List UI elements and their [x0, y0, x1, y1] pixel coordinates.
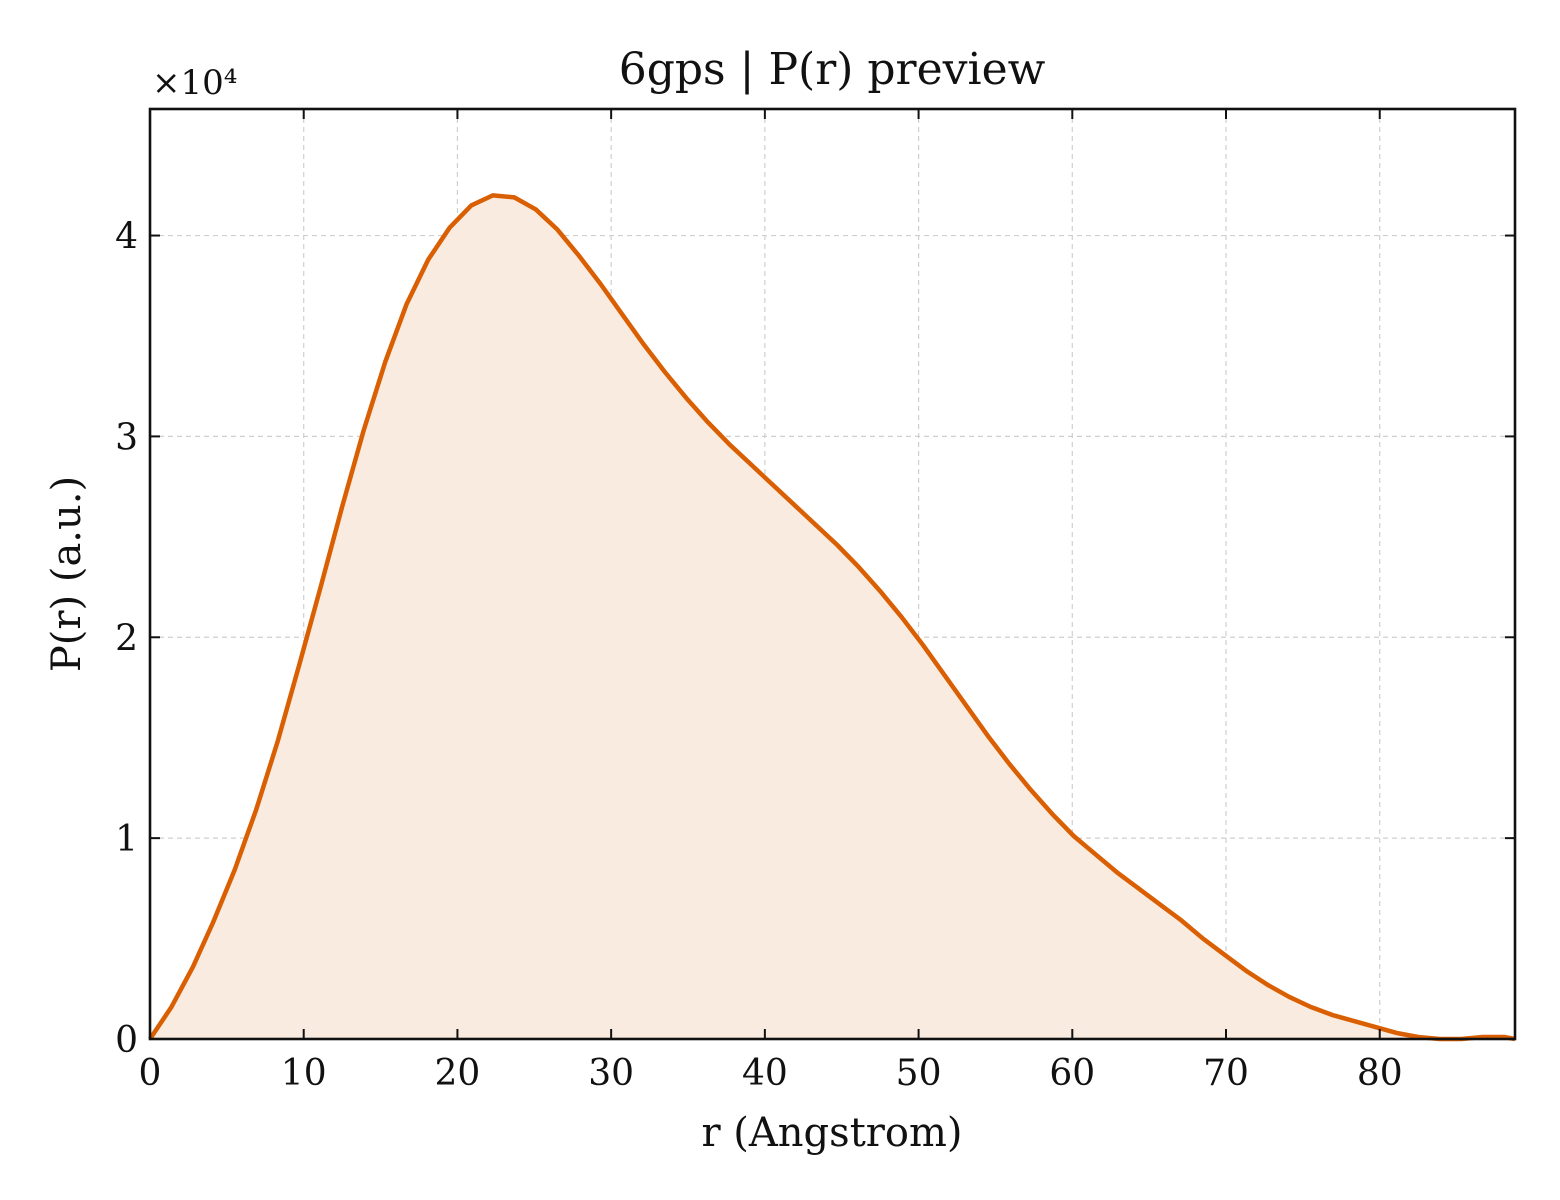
y-tick-label: 3	[115, 417, 138, 458]
x-tick-label: 70	[1203, 1053, 1249, 1094]
y-multiplier-label: ×10⁴	[152, 63, 237, 103]
x-tick-label: 20	[435, 1053, 481, 1094]
axis-ticks	[149, 109, 1515, 1040]
x-tick-labels: 0 10 20 30 40 50 60 70 80	[139, 1053, 1403, 1094]
x-tick-label: 60	[1049, 1053, 1095, 1094]
x-tick-label: 50	[896, 1053, 942, 1094]
pr-curve-line	[148, 193, 1516, 1042]
pr-area-fill	[150, 195, 1515, 1039]
y-tick-label: 0	[115, 1020, 138, 1061]
x-axis-label: r (Angstrom)	[701, 1110, 962, 1156]
y-axis-label: P(r) (a.u.)	[44, 476, 90, 672]
plot-frame	[148, 107, 1517, 1041]
y-tick-label: 2	[115, 618, 138, 659]
x-tick-label: 30	[588, 1053, 634, 1094]
x-tick-label: 0	[139, 1053, 162, 1094]
y-tick-label: 1	[115, 819, 138, 860]
x-tick-label: 40	[742, 1053, 788, 1094]
x-tick-label: 10	[281, 1053, 327, 1094]
y-tick-labels: 0 1 2 3 4	[115, 217, 138, 1061]
chart-title: 6gps | P(r) preview	[619, 44, 1046, 95]
x-tick-label: 80	[1357, 1053, 1403, 1094]
y-tick-label: 4	[115, 217, 138, 258]
